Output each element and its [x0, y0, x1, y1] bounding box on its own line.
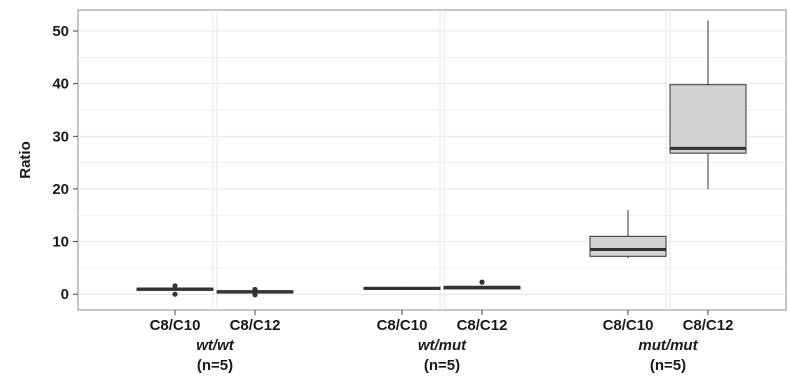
y-tick-label: 10 [52, 234, 69, 251]
y-tick-label: 50 [52, 23, 69, 40]
y-axis: 0 10 20 30 40 50 [52, 23, 78, 303]
x-axis: C8/C10 C8/C12 wt/wt (n=5) C8/C10 C8/C12 wt/mut… [150, 310, 734, 374]
box-iqr [589, 235, 667, 257]
outlier-point [252, 292, 258, 298]
boxes-layer [136, 20, 747, 298]
gridlines [78, 10, 786, 310]
y-tick-label: 40 [52, 76, 69, 93]
outlier-point [172, 283, 178, 289]
group-n-label: (n=5) [197, 357, 233, 374]
y-tick-label: 30 [52, 128, 69, 145]
group-label: wt/mut [418, 337, 467, 354]
outlier-point [252, 286, 258, 293]
box-iqr [669, 84, 747, 154]
outlier-point [172, 291, 178, 297]
y-axis-title: Ratio [17, 141, 34, 179]
y-tick-label: 0 [61, 286, 69, 303]
outlier-point [479, 279, 485, 285]
plot-panel [77, 9, 787, 311]
category-label: C8/C10 [603, 317, 654, 334]
group-label: wt/wt [196, 337, 234, 354]
category-label: C8/C12 [457, 317, 508, 334]
category-label: C8/C12 [230, 317, 281, 334]
group-label: mut/mut [638, 337, 698, 354]
group-n-label: (n=5) [424, 357, 460, 374]
group-n-label: (n=5) [650, 357, 686, 374]
category-label: C8/C12 [683, 317, 734, 334]
category-label: C8/C10 [150, 317, 201, 334]
category-label: C8/C10 [377, 317, 428, 334]
y-tick-label: 20 [52, 181, 69, 198]
